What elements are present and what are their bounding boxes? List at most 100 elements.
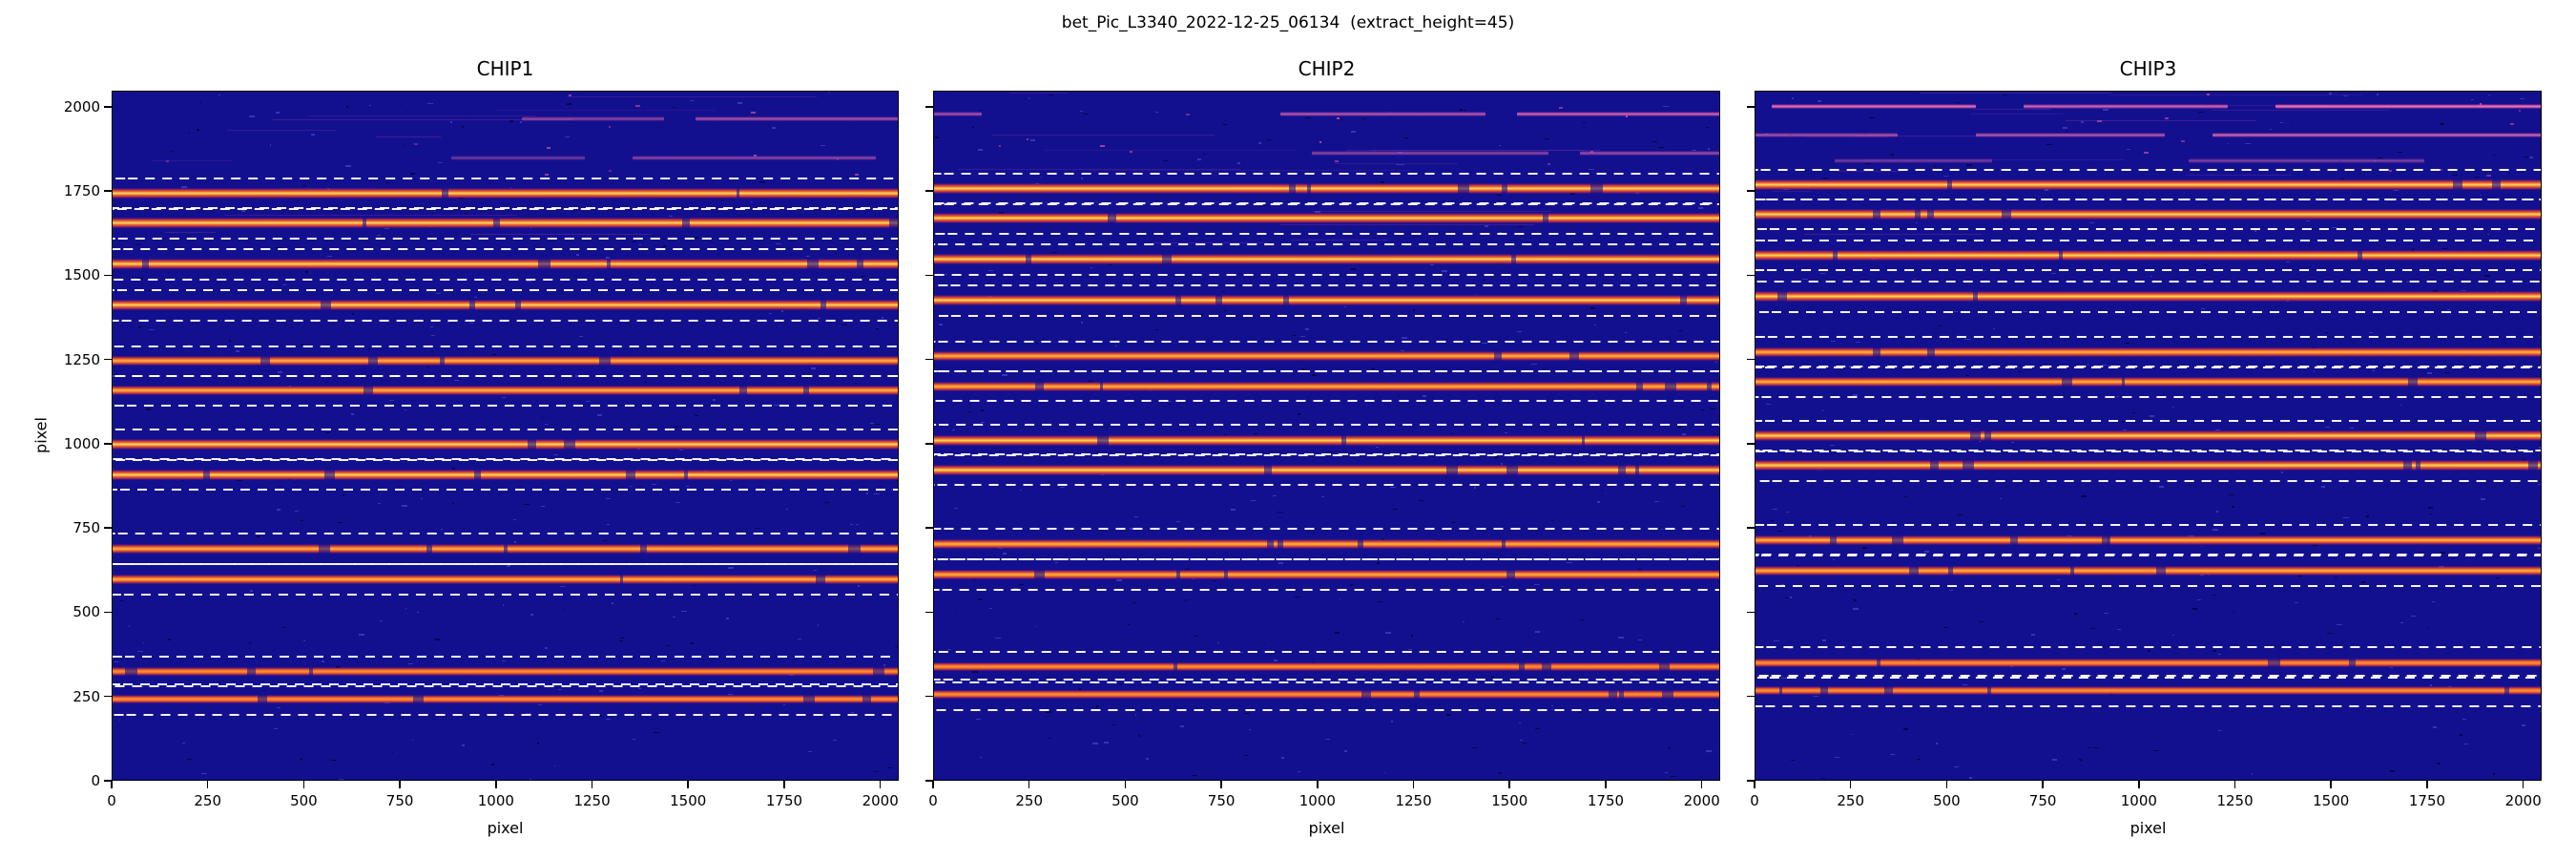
order-gap	[1929, 460, 1940, 471]
spectral-order-line	[113, 300, 898, 311]
noise-speckle	[249, 115, 255, 118]
noise-speckle	[1324, 739, 1331, 741]
noise-speckle	[1048, 94, 1054, 95]
noise-speckle	[1386, 756, 1388, 758]
noise-speckle	[1111, 724, 1116, 726]
noise-speckle	[972, 126, 974, 128]
noise-speckle	[1369, 316, 1371, 318]
noise-speckle	[1965, 375, 1969, 377]
noise-speckle	[1999, 497, 2002, 499]
noise-speckle	[1234, 485, 1240, 487]
noise-streak	[1773, 191, 1812, 193]
order-gap	[251, 667, 256, 677]
noise-speckle	[995, 638, 1002, 639]
order-gap	[1161, 254, 1172, 265]
noise-speckle	[1306, 116, 1311, 118]
noise-speckle	[2479, 452, 2483, 454]
noise-speckle	[281, 626, 285, 628]
faint-emission-line	[2212, 133, 2541, 138]
noise-speckle	[2066, 131, 2067, 133]
noise-speckle	[2484, 274, 2490, 277]
noise-speckle	[300, 758, 302, 760]
noise-speckle	[694, 415, 698, 417]
order-gap	[363, 386, 374, 396]
noise-speckle	[814, 570, 817, 572]
extraction-boundary-line	[113, 345, 898, 347]
noise-speckle	[2313, 369, 2316, 372]
noise-speckle	[1237, 161, 1241, 164]
y-tick-mark	[1747, 780, 1755, 782]
noise-speckle	[1821, 409, 1824, 412]
noise-speckle	[1036, 342, 1039, 344]
extraction-boundary-line	[1755, 419, 2541, 422]
extraction-boundary-line	[113, 458, 898, 461]
order-gap	[2155, 566, 2166, 576]
noise-speckle	[1344, 749, 1347, 752]
faint-emission-line	[1976, 133, 2165, 138]
noise-speckle	[2076, 556, 2080, 558]
noise-speckle	[1398, 151, 1403, 153]
x-tick-label: 250	[194, 792, 222, 809]
noise-speckle	[1869, 116, 1876, 118]
x-tick-label: 1000	[2120, 792, 2157, 809]
noise-speckle	[873, 493, 880, 495]
order-gap	[2061, 377, 2073, 388]
noise-speckle	[873, 770, 879, 772]
noise-speckle	[1943, 626, 1948, 628]
noise-speckle	[540, 505, 545, 507]
noise-speckle	[228, 340, 231, 343]
noise-speckle	[2051, 273, 2057, 275]
noise-speckle	[818, 623, 820, 626]
noise-speckle	[1013, 587, 1018, 589]
noise-speckle	[1258, 113, 1260, 115]
noise-speckle	[2101, 365, 2107, 367]
spectral-order-line	[934, 538, 1719, 549]
noise-speckle	[2487, 233, 2489, 235]
noise-speckle	[1491, 675, 1495, 678]
order-gap	[1947, 178, 1953, 190]
order-gap	[739, 386, 748, 396]
order-gap	[1511, 254, 1516, 265]
noise-streak	[2109, 94, 2363, 95]
noise-speckle	[1500, 585, 1505, 587]
noise-streak	[2212, 109, 2390, 111]
spectral-order-line	[934, 381, 1719, 391]
noise-speckle	[1329, 450, 1332, 453]
noise-speckle	[2228, 494, 2234, 496]
order-gap	[538, 259, 551, 270]
chip2-title: CHIP2	[1298, 57, 1356, 80]
noise-dot-pink	[751, 111, 756, 114]
order-gap	[1357, 538, 1364, 549]
noise-speckle	[769, 313, 772, 315]
noise-speckle	[1267, 139, 1273, 141]
noise-speckle	[2194, 639, 2197, 641]
noise-speckle	[1411, 635, 1413, 638]
noise-speckle	[256, 534, 260, 537]
faint-emission-line	[632, 156, 877, 161]
noise-speckle	[1081, 177, 1083, 179]
noise-speckle	[187, 758, 192, 760]
order-gap	[2474, 430, 2486, 442]
y-tick-mark	[1747, 527, 1755, 529]
order-gap	[260, 356, 270, 367]
extraction-boundary-line	[934, 589, 1719, 592]
noise-speckle	[987, 269, 993, 271]
noise-speckle	[326, 255, 332, 257]
noise-speckle	[619, 640, 623, 642]
order-gap	[821, 300, 826, 311]
noise-speckle	[840, 716, 841, 718]
extraction-boundary-line	[934, 340, 1719, 343]
order-gap	[2503, 686, 2509, 696]
noise-speckle	[2212, 528, 2218, 531]
noise-speckle	[1191, 774, 1197, 776]
noise-speckle	[461, 125, 465, 128]
noise-dot-pink	[634, 105, 640, 108]
order-gap	[1215, 295, 1223, 306]
order-gap	[1963, 460, 1975, 471]
noise-dot-pink	[1337, 117, 1340, 120]
noise-speckle	[402, 504, 408, 507]
order-gap	[1174, 662, 1178, 672]
panel-chip3: CHIP3 pixel 0 250 500 750 1000 1250 1500 1750 20…	[1747, 57, 2542, 849]
noise-speckle	[2057, 578, 2060, 580]
noise-speckle	[1939, 325, 1942, 326]
